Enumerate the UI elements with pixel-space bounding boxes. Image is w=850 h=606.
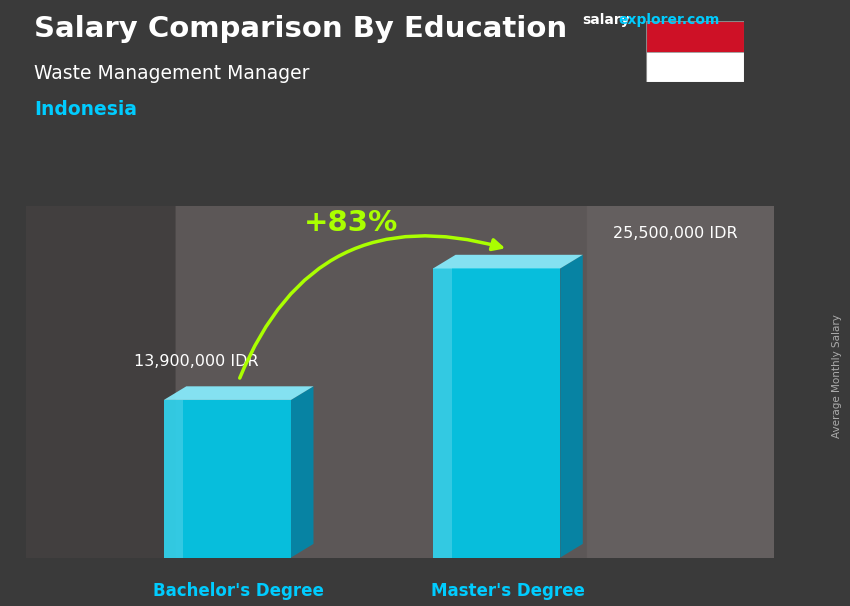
Text: explorer.com: explorer.com	[619, 13, 720, 27]
Text: Waste Management Manager: Waste Management Manager	[34, 64, 309, 82]
Bar	[646, 52, 744, 82]
Bar	[164, 400, 291, 558]
Polygon shape	[560, 255, 583, 558]
Text: 25,500,000 IDR: 25,500,000 IDR	[613, 226, 737, 241]
Text: Master's Degree: Master's Degree	[431, 582, 585, 601]
Text: Average Monthly Salary: Average Monthly Salary	[832, 314, 842, 438]
Text: 13,900,000 IDR: 13,900,000 IDR	[134, 355, 258, 369]
Polygon shape	[434, 255, 583, 268]
Bar	[434, 268, 560, 558]
Bar	[646, 21, 744, 52]
Polygon shape	[164, 386, 314, 400]
Text: +83%: +83%	[303, 209, 398, 237]
Text: Salary Comparison By Education: Salary Comparison By Education	[34, 15, 567, 43]
Bar	[164, 400, 183, 558]
Text: Indonesia: Indonesia	[34, 100, 137, 119]
Polygon shape	[291, 386, 314, 558]
Text: salary: salary	[582, 13, 630, 27]
Text: Bachelor's Degree: Bachelor's Degree	[153, 582, 324, 601]
Bar	[434, 268, 452, 558]
